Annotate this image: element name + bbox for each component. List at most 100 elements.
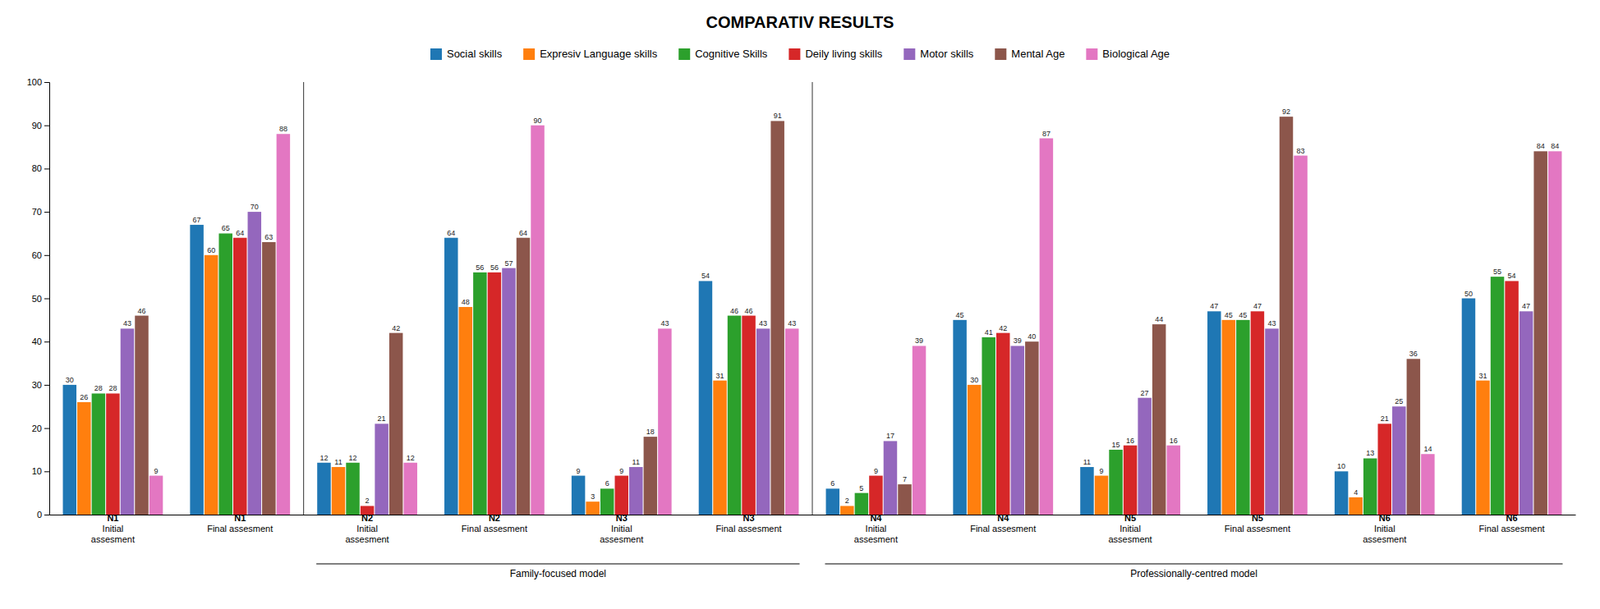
data-label: 18 bbox=[646, 427, 655, 437]
bar bbox=[1548, 151, 1562, 515]
bar bbox=[389, 333, 403, 515]
data-label: 10 bbox=[1337, 462, 1346, 471]
bar bbox=[134, 316, 148, 515]
x-tick-label-line: Initial bbox=[1119, 524, 1141, 534]
x-tick-label-line: assesment bbox=[1108, 534, 1152, 545]
data-label: 36 bbox=[1409, 349, 1418, 359]
data-label: 64 bbox=[519, 229, 528, 238]
data-label: 26 bbox=[79, 393, 88, 402]
bar bbox=[1533, 151, 1547, 515]
x-tick: N5Final assesment bbox=[1224, 513, 1291, 534]
x-tick-label-line: Final assesment bbox=[1224, 524, 1291, 534]
bar bbox=[1108, 450, 1122, 515]
data-label: 39 bbox=[1013, 336, 1022, 345]
data-label: 6 bbox=[830, 479, 835, 488]
data-label: 27 bbox=[1140, 389, 1150, 398]
bar bbox=[1490, 276, 1504, 515]
bar bbox=[996, 333, 1010, 515]
data-label: 63 bbox=[264, 233, 273, 242]
bar bbox=[855, 493, 869, 515]
bar bbox=[345, 463, 359, 515]
y-tick: 90 bbox=[32, 120, 50, 131]
bar bbox=[1222, 320, 1236, 515]
y-tick-mark bbox=[44, 298, 50, 300]
bar bbox=[727, 316, 741, 515]
y-tick-label: 40 bbox=[32, 336, 42, 347]
x-tick-label-line: assesment bbox=[344, 534, 389, 545]
data-label: 40 bbox=[1027, 332, 1036, 341]
data-label: 64 bbox=[446, 229, 456, 238]
data-label: 41 bbox=[984, 328, 994, 337]
y-tick-mark bbox=[44, 428, 50, 430]
data-label: 67 bbox=[193, 216, 202, 225]
data-label: 14 bbox=[1423, 445, 1432, 454]
x-tick: N3Initialassesment bbox=[599, 513, 644, 545]
y-tick-label: 100 bbox=[27, 77, 42, 88]
bar-series bbox=[134, 116, 1548, 515]
y-tick: 70 bbox=[32, 206, 50, 217]
bar bbox=[981, 337, 995, 515]
bar bbox=[952, 320, 966, 515]
bar bbox=[262, 242, 276, 515]
bar bbox=[374, 423, 388, 515]
data-label: 54 bbox=[1508, 271, 1517, 281]
data-label: 12 bbox=[406, 454, 415, 463]
bar bbox=[1406, 358, 1421, 515]
bar bbox=[571, 476, 585, 515]
data-label: 4 bbox=[1353, 488, 1358, 497]
bar bbox=[1025, 341, 1039, 515]
y-tick-mark bbox=[44, 385, 50, 387]
bar bbox=[615, 476, 629, 515]
bar bbox=[1039, 138, 1053, 515]
bar bbox=[487, 272, 502, 515]
data-label: 9 bbox=[576, 467, 581, 476]
y-tick-label: 60 bbox=[32, 250, 42, 261]
x-tick-label-line: N4 bbox=[997, 513, 1010, 524]
data-label: 16 bbox=[1126, 436, 1135, 446]
bar bbox=[233, 238, 247, 515]
data-label: 46 bbox=[744, 307, 754, 316]
x-tick: N4Final assesment bbox=[970, 513, 1036, 534]
y-tick-label: 70 bbox=[32, 206, 42, 217]
bar bbox=[1094, 476, 1109, 515]
bar bbox=[897, 484, 911, 515]
data-label: 15 bbox=[1112, 441, 1121, 450]
legend-swatch bbox=[430, 48, 442, 60]
data-label: 42 bbox=[391, 324, 400, 333]
bar bbox=[530, 125, 544, 515]
bar bbox=[1250, 311, 1265, 515]
bar bbox=[868, 476, 883, 515]
legend-item: Motor skills bbox=[903, 47, 975, 60]
data-label: 3 bbox=[590, 492, 595, 502]
data-label: 84 bbox=[1550, 142, 1559, 151]
y-tick-label: 20 bbox=[32, 423, 42, 434]
bar bbox=[1348, 497, 1362, 515]
x-axis: N1InitialassesmentN1Final assesmentN2Ini… bbox=[50, 513, 1577, 545]
bar bbox=[204, 255, 218, 515]
data-label: 60 bbox=[206, 246, 216, 255]
x-tick-label: N2Final assesment bbox=[461, 513, 528, 534]
data-label: 39 bbox=[914, 336, 924, 345]
x-tick-label-line: Final assesment bbox=[1479, 524, 1545, 534]
x-tick-label-line: N5 bbox=[1124, 513, 1136, 524]
span-bracket bbox=[316, 564, 800, 566]
data-label: 50 bbox=[1464, 289, 1473, 299]
data-label: 83 bbox=[1296, 147, 1306, 156]
data-label: 21 bbox=[1380, 414, 1389, 423]
data-label: 47 bbox=[1209, 302, 1219, 311]
y-tick-label: 90 bbox=[32, 120, 42, 131]
data-label: 17 bbox=[886, 432, 895, 441]
x-tick-label-line: Final assesment bbox=[716, 524, 782, 534]
bar bbox=[248, 211, 262, 515]
legend-item: Biological Age bbox=[1085, 47, 1170, 60]
data-label: 25 bbox=[1394, 397, 1403, 406]
y-axis-line bbox=[44, 82, 51, 516]
data-label: 43 bbox=[787, 319, 796, 328]
y-tick: 100 bbox=[27, 77, 50, 88]
data-label: 64 bbox=[235, 229, 244, 238]
x-tick: N6Final assesment bbox=[1479, 513, 1545, 534]
data-label: 55 bbox=[1493, 267, 1502, 276]
data-label: 11 bbox=[632, 458, 640, 467]
x-tick-label-line: N1 bbox=[106, 513, 119, 524]
bar bbox=[276, 133, 290, 515]
